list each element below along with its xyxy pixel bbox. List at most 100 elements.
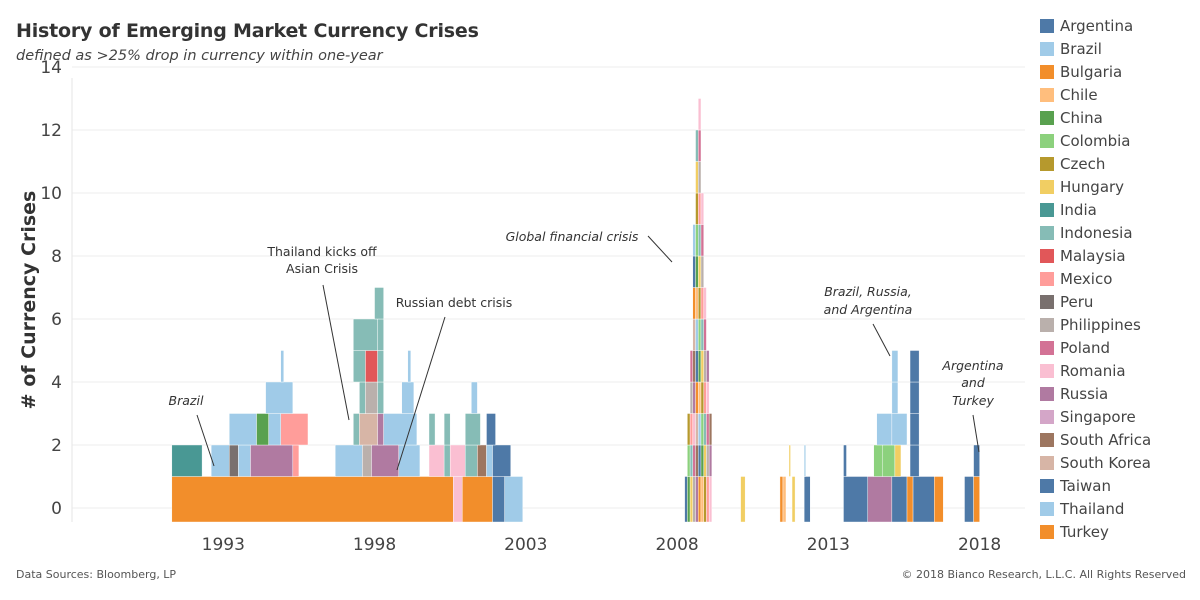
- legend-label: Poland: [1060, 338, 1111, 357]
- annotation-leader-line: [972, 414, 980, 453]
- bar-segment: [359, 381, 366, 414]
- annotation-label: and: [961, 375, 985, 390]
- legend-item: Hungary: [1040, 175, 1200, 198]
- bar-segment: [909, 350, 920, 383]
- bar-segment: [280, 350, 284, 383]
- legend-swatch: [1040, 317, 1054, 332]
- legend-label: Argentina: [1060, 16, 1134, 35]
- bar-segment: [377, 381, 384, 414]
- legend-label: China: [1060, 108, 1103, 127]
- bar-segment: [700, 318, 704, 351]
- legend-label: Hungary: [1060, 177, 1125, 196]
- legend-label: Romania: [1060, 361, 1126, 380]
- legend-label: Chile: [1060, 85, 1098, 104]
- bar-segment: [689, 381, 694, 414]
- legend-label: Mexico: [1060, 269, 1113, 288]
- bar-segment: [398, 444, 421, 477]
- legend-label: Indonesia: [1060, 223, 1133, 242]
- bar-segment: [353, 413, 360, 446]
- bar-segment: [695, 129, 699, 162]
- bar-segment: [692, 287, 696, 320]
- bar-segment: [706, 381, 710, 414]
- bar-segment: [695, 255, 699, 288]
- y-axis-title: # of Currency Crises: [18, 191, 40, 410]
- bar-segment: [268, 413, 281, 446]
- bar-segment: [377, 350, 384, 383]
- bar-segment: [779, 476, 784, 523]
- bar-segment: [700, 287, 704, 320]
- legend-swatch: [1040, 248, 1054, 263]
- bar-segment: [292, 444, 300, 477]
- bar-segment: [695, 476, 699, 523]
- bar-segment: [443, 444, 451, 477]
- legend-item: Indonesia: [1040, 221, 1200, 244]
- legend-label: Colombia: [1060, 131, 1131, 150]
- bar-segment: [698, 318, 702, 351]
- bar-segment: [692, 413, 696, 446]
- legend-item: Czech: [1040, 152, 1200, 175]
- bar-segment: [383, 413, 418, 446]
- bar-segment: [689, 476, 694, 523]
- annotation-label: Asian Crisis: [286, 261, 358, 276]
- bar-segment: [401, 381, 415, 414]
- bar-segment: [700, 192, 704, 225]
- bar-segment: [687, 476, 691, 523]
- bar-segment: [171, 444, 203, 477]
- legend-swatch: [1040, 432, 1054, 447]
- legend-label: Czech: [1060, 154, 1106, 173]
- bar-segment: [698, 287, 702, 320]
- bar-segment: [371, 444, 399, 477]
- bar-segment: [698, 476, 702, 523]
- bar-segment: [698, 129, 702, 162]
- legend-item: Thailand: [1040, 497, 1200, 520]
- legend-swatch: [1040, 409, 1054, 424]
- bar-segment: [265, 381, 294, 414]
- bar-segment: [909, 444, 920, 477]
- bar-segment: [708, 413, 713, 446]
- legend-swatch: [1040, 41, 1054, 56]
- bar-segment: [695, 444, 699, 477]
- annotation-label: Global financial crisis: [506, 229, 639, 244]
- legend-label: South Africa: [1060, 430, 1152, 449]
- y-tick-label: 0: [51, 499, 62, 519]
- bar-segment: [700, 413, 704, 446]
- legend-label: Singapore: [1060, 407, 1136, 426]
- legend-label: Turkey: [1060, 522, 1109, 541]
- legend-swatch: [1040, 110, 1054, 125]
- legend-swatch: [1040, 478, 1054, 493]
- bar-segment: [229, 444, 239, 477]
- legend-item: Turkey: [1040, 520, 1200, 543]
- bar-segment: [706, 413, 710, 446]
- bar-segment: [250, 444, 294, 477]
- bar-segment: [700, 444, 704, 477]
- legend-label: Bulgaria: [1060, 62, 1123, 81]
- legend-item: South Africa: [1040, 428, 1200, 451]
- legend-item: India: [1040, 198, 1200, 221]
- annotation-label: Russian debt crisis: [396, 295, 513, 310]
- legend-item: Russia: [1040, 382, 1200, 405]
- bar-segment: [964, 476, 974, 523]
- x-tick-label: 2008: [655, 535, 698, 555]
- bar-segment: [377, 318, 384, 351]
- bar-segment: [891, 413, 908, 446]
- bar-segment: [703, 287, 707, 320]
- legend-swatch: [1040, 271, 1054, 286]
- bar-segment: [428, 444, 445, 477]
- legend-label: Peru: [1060, 292, 1094, 311]
- x-tick-label: 1998: [353, 535, 396, 555]
- annotation-label: and Argentina: [824, 302, 913, 317]
- bar-segment: [695, 161, 699, 194]
- legend-swatch: [1040, 87, 1054, 102]
- bar-segment: [362, 444, 372, 477]
- bar-segment: [689, 350, 694, 383]
- bar-segment: [703, 318, 707, 351]
- bar-segment: [703, 476, 707, 523]
- bar-segment: [465, 444, 478, 477]
- bar-segment: [703, 444, 707, 477]
- bar-segment: [891, 381, 899, 414]
- legend-label: Russia: [1060, 384, 1109, 403]
- bar-segment: [692, 224, 696, 257]
- legend-item: Brazil: [1040, 37, 1200, 60]
- legend-label: Thailand: [1060, 499, 1125, 518]
- annotation-leader-line: [647, 235, 673, 263]
